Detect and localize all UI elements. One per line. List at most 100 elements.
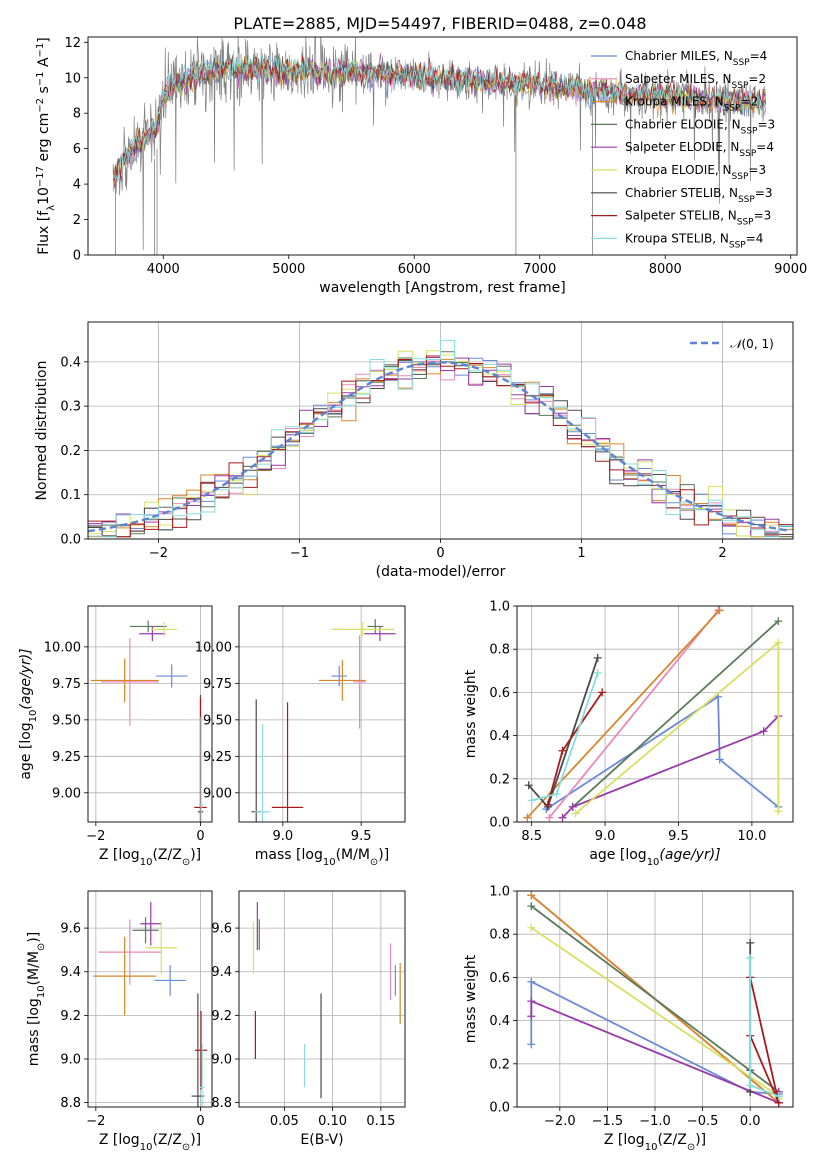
x-tick-label: 2 [718, 546, 726, 561]
plots-layer: 4000 5000 6000 7000 8000 9000024681012wavelen… [18, 36, 808, 1153]
x-tick-label: 0.15 [366, 1114, 395, 1129]
x-tick-label: 0.10 [318, 1114, 347, 1129]
x-tick-label: −1 [290, 546, 309, 561]
x-tick-label: 9.5 [351, 829, 372, 844]
y-tick-label: 0.2 [489, 772, 510, 787]
x-axis-label-part: (Z/Z [657, 1132, 686, 1148]
y-tick-label: 10.00 [195, 640, 232, 655]
legend-entry: Salpeter STELIB, NSSP=3 [625, 209, 771, 228]
x-tick-label: 9.0 [595, 829, 616, 844]
legend-entry: 𝒩(0, 1) [730, 337, 774, 351]
legend-entry: Chabrier STELIB, NSSP=3 [625, 186, 773, 205]
x-axis-label-part: (M/M [336, 847, 370, 863]
y-axis-label-part: (M/M [26, 951, 42, 985]
weight-point [558, 746, 567, 755]
y-tick-label: 9.0 [60, 1053, 81, 1068]
y-tick-label: 0.8 [489, 643, 510, 658]
y-tick-label: 0.2 [489, 1057, 510, 1072]
y-tick-label: 9.4 [60, 965, 81, 980]
x-tick-label: 8000 [649, 262, 682, 277]
y-axis-label-part: erg cm [36, 113, 52, 166]
legend-sub: SSP [732, 172, 749, 182]
legend-sub: SSP [729, 240, 746, 250]
axes-frame [87, 890, 213, 1108]
weight-point [527, 891, 536, 900]
y-tick-label: 0.3 [60, 400, 81, 415]
weight-point [746, 938, 755, 947]
weight-point [715, 755, 724, 764]
x-tick-label: 0.0 [740, 1114, 761, 1129]
weight-point [545, 813, 554, 822]
legend-name: Salpeter STELIB, N [625, 209, 737, 223]
weight-line [749, 958, 780, 1098]
axes-frame [516, 890, 794, 1108]
axes-frame [87, 321, 794, 540]
x-axis-label: mass [log10(M/M⊙)] [255, 847, 389, 868]
weight-point [527, 923, 536, 932]
weight-point [524, 781, 533, 790]
y-tick-label: 1.0 [489, 600, 510, 615]
x-tick-label: 6000 [398, 262, 431, 277]
chart-spectrum: 4000 5000 6000 7000 8000 9000 0 2 4 6 8 10 12 wavelen… [35, 36, 808, 296]
y-tick-label: 4 [73, 178, 81, 193]
y-axis-label-part: 10 [36, 985, 47, 998]
legend-entry: Salpeter MILES, NSSP=2 [625, 72, 766, 91]
y-tick-label: 10 [64, 71, 81, 86]
y-axis-label-part: mass [log [26, 998, 42, 1066]
model-spectrum [112, 50, 766, 183]
y-axis-label: mass [log10(M/M⊙)] [26, 932, 47, 1066]
x-tick-label: 0.05 [270, 1114, 299, 1129]
legend-name: Kroupa STELIB, N [625, 231, 729, 245]
legend-sub: SSP [738, 195, 755, 205]
y-tick-label: 9.0 [211, 1053, 232, 1068]
weight-point [527, 796, 536, 805]
x-axis-label-part: 10 [140, 857, 153, 868]
weight-line [575, 640, 780, 815]
x-axis-label: E(B-V) [300, 1132, 343, 1148]
y-tick-label: 9.75 [203, 677, 232, 692]
x-axis-label-part: 10 [645, 1142, 658, 1153]
legend-entry: Salpeter ELODIE, NSSP=4 [625, 140, 774, 159]
axes-frame [238, 890, 406, 1108]
chart-residuals: −2 −1 0 1 2 0.0 0.1 0.2 0.3 0.4 (data-model)/error… [34, 321, 794, 580]
legend-suffix: =2 [741, 95, 759, 109]
weight-line [749, 977, 780, 1104]
weight-point [523, 813, 532, 822]
figure-title: PLATE=2885, MJD=54497, FIBERID=0488, z=0… [233, 14, 646, 33]
legend-sub: SSP [737, 218, 754, 228]
weight-point [715, 606, 724, 615]
y-tick-label: 0.6 [489, 971, 510, 986]
y-tick-label: 9.6 [60, 922, 81, 937]
x-axis-label: age [log10(age/yr)] [589, 847, 720, 868]
y-tick-label: 6 [73, 142, 81, 157]
y-axis-label-part: A [36, 57, 52, 71]
residual-legend: 𝒩(0, 1) [690, 337, 774, 351]
y-axis-label: Flux [fλ10−17 erg cm−2 s−1 A−1] [35, 37, 57, 255]
y-axis-label-part: (age/yr)] [18, 648, 34, 709]
y-tick-label: 9.4 [211, 965, 232, 980]
x-axis-label-part: mass [log [255, 847, 323, 863]
legend-suffix: =4 [746, 231, 764, 245]
x-tick-label: 0 [436, 546, 444, 561]
x-tick-label: 9.5 [668, 829, 689, 844]
plot-area [88, 340, 793, 538]
y-tick-label: 8.8 [211, 1096, 232, 1111]
y-tick-label: 0.0 [489, 1101, 510, 1116]
x-tick-label: 0 [196, 1114, 204, 1129]
weight-point [543, 800, 552, 809]
legend-name: Kroupa ELODIE, N [625, 163, 732, 177]
legend-name: Salpeter MILES, N [625, 72, 732, 86]
y-tick-label: 9.50 [203, 713, 232, 728]
x-axis-label: Z [log10(Z/Z⊙)] [604, 1132, 706, 1153]
x-tick-label: 9000 [774, 262, 807, 277]
legend-suffix: =4 [756, 140, 774, 154]
legend-entry: Chabrier MILES, NSSP=4 [625, 49, 767, 68]
weight-point [593, 668, 602, 677]
weight-point [527, 902, 536, 911]
weight-point [774, 638, 783, 647]
y-axis-label-part: )] [26, 932, 42, 943]
weight-point [558, 813, 567, 822]
y-tick-label: 0 [73, 249, 81, 264]
y-tick-label: 9.6 [211, 922, 232, 937]
